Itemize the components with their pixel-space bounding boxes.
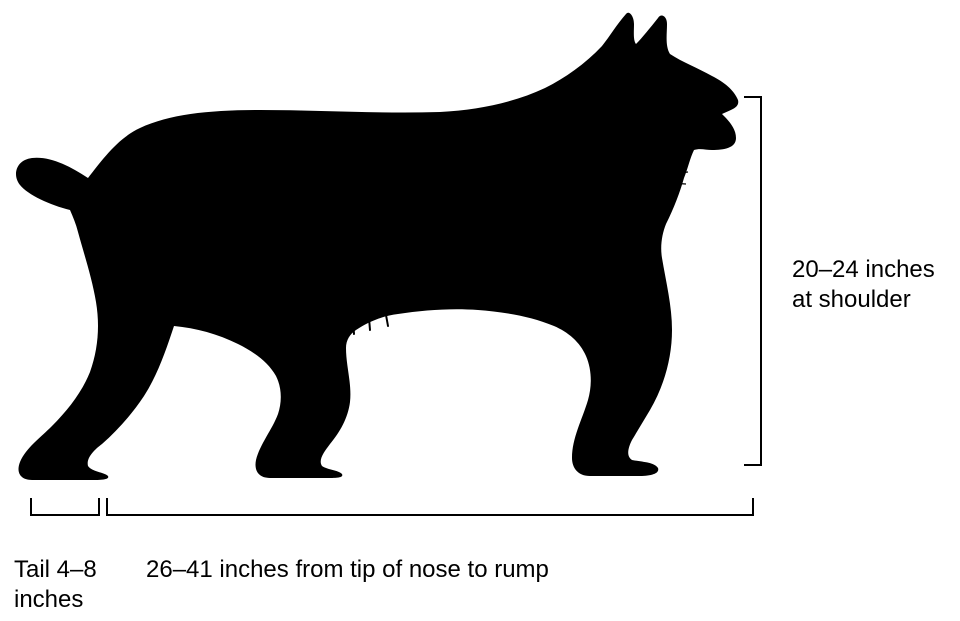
tail-length-label: Tail 4–8 inches bbox=[14, 555, 97, 615]
body-length-bracket bbox=[106, 498, 754, 516]
bobcat-silhouette bbox=[10, 10, 750, 480]
body-length-label: 26–41 inches from tip of nose to rump bbox=[146, 555, 549, 585]
diagram-canvas: { "diagram": { "type": "infographic", "s… bbox=[0, 0, 960, 621]
shoulder-height-label: 20–24 inches at shoulder bbox=[792, 255, 935, 315]
shoulder-height-bracket bbox=[744, 96, 762, 466]
tail-length-bracket bbox=[30, 498, 100, 516]
